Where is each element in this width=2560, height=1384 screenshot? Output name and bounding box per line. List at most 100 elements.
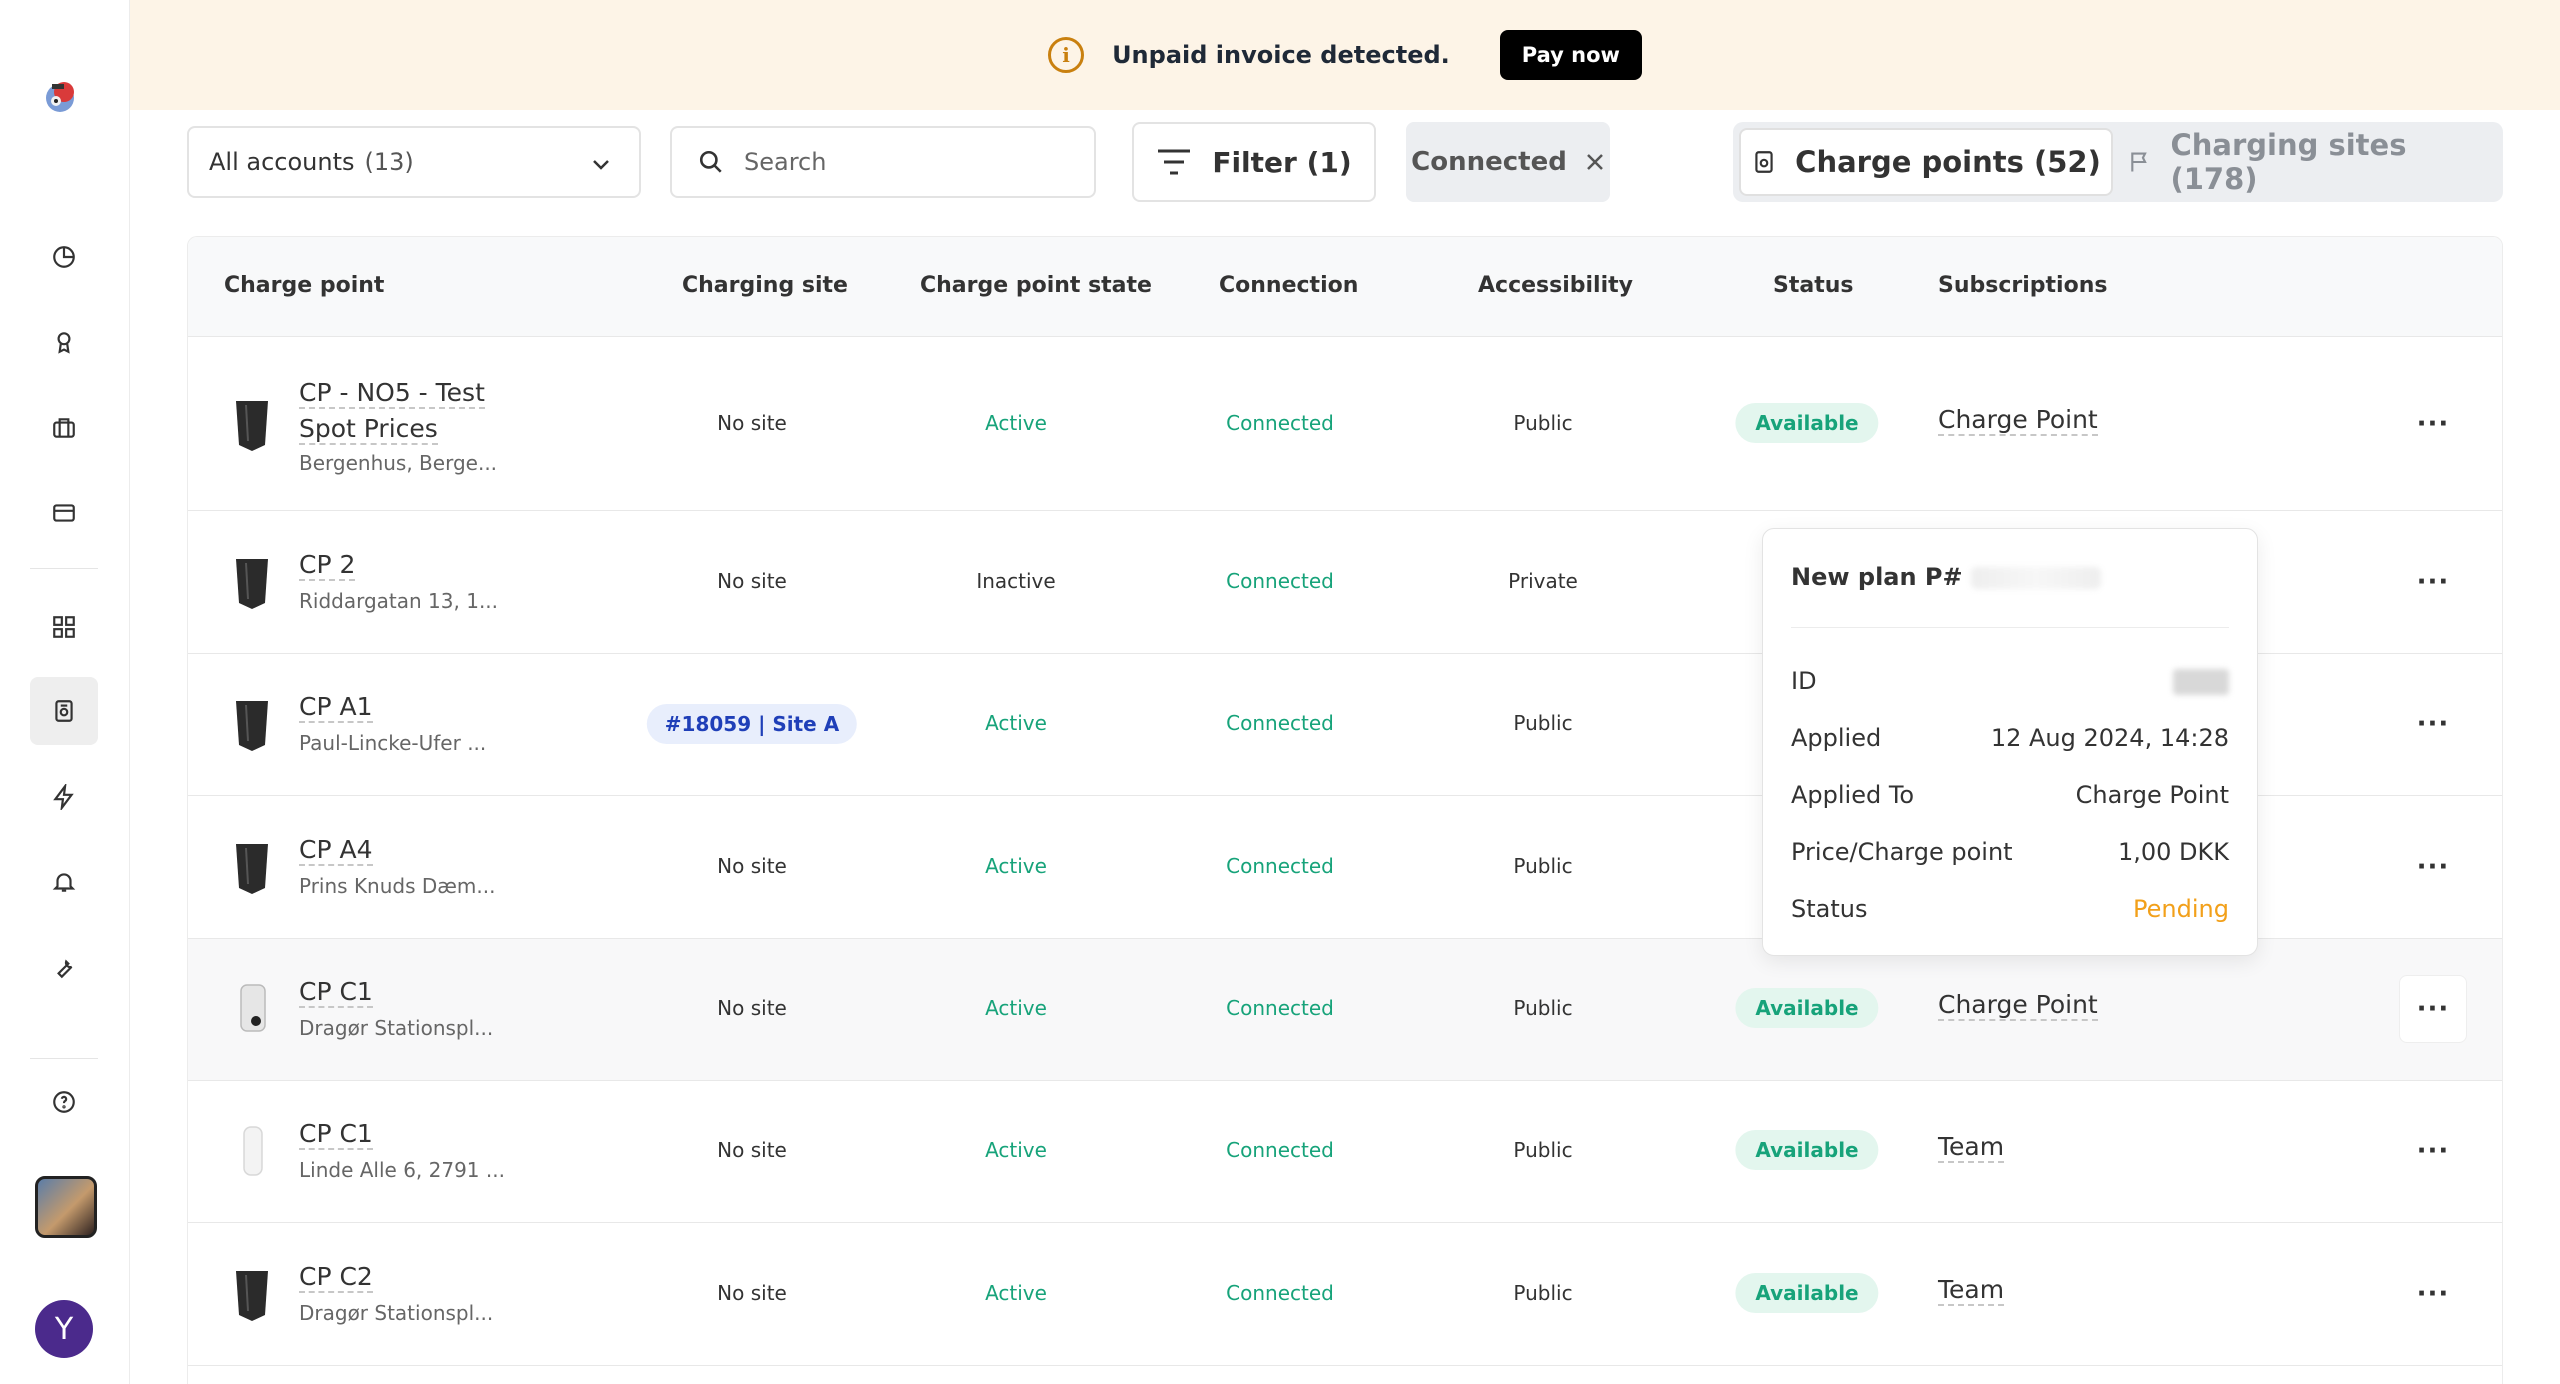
charge-point-state: Active [985,854,1047,878]
more-icon[interactable]: ··· [2399,975,2467,1043]
nav-help[interactable] [30,1068,98,1136]
charging-site: No site [717,1281,787,1305]
connection-status: Connected [1226,1138,1334,1162]
subscription-link[interactable]: Team [1938,1132,2005,1163]
charge-point-name[interactable]: CP - NO5 - Test Spot Prices [299,378,485,445]
redacted-id-value [2173,669,2229,695]
subscription-link[interactable]: Team [1938,1275,2005,1306]
header-subscriptions[interactable]: Subscriptions [1938,273,2108,298]
charger-dark-icon [236,844,268,894]
header-connection[interactable]: Connection [1219,273,1359,298]
table-row[interactable]: CP C2 Dragør Stationspl... No site Activ… [188,1223,2502,1366]
active-filter-chip[interactable]: Connected [1406,122,1610,202]
accounts-select-label: All accounts [209,148,355,176]
header-state[interactable]: Charge point state [920,273,1152,298]
charger-white-icon [243,1126,263,1176]
table-row[interactable]: CP - NO5 - Test Spot Prices Bergenhus, Be… [188,337,2502,511]
charge-point-name[interactable]: CP A1 [299,692,373,723]
subscription-link[interactable]: Charge Point [1938,990,2098,1021]
status-badge: Available [1735,988,1879,1028]
bell-icon [52,873,76,892]
charge-point-state: Active [985,711,1047,735]
unpaid-invoice-banner: i Unpaid invoice detected. Pay now [130,0,2560,110]
accessibility: Public [1513,996,1573,1020]
accessibility: Public [1513,854,1573,878]
pay-now-button[interactable]: Pay now [1499,30,1642,80]
charger-dark-icon [236,1271,268,1321]
table-row[interactable]: CP C1 Dragør Stationspl... No site Activ… [188,939,2502,1081]
header-charging-site[interactable]: Charging site [682,273,848,298]
connection-status: Connected [1226,411,1334,435]
charging-site: No site [717,569,787,593]
charge-point-icon [55,700,73,722]
tab-charge-points-label: Charge points (52) [1795,145,2101,179]
chevron-down-icon [593,160,609,170]
filter-icon [1158,149,1191,175]
charger-dark-icon [236,701,268,751]
charger-dark-icon [236,401,268,451]
popover-value: Charge Point [2075,781,2229,809]
more-icon[interactable]: ··· [2416,1279,2450,1309]
nav-rewards[interactable] [30,308,98,376]
user-photo-avatar[interactable] [35,1176,97,1238]
charge-point-name[interactable]: CP C2 [299,1262,373,1293]
connection-status: Connected [1226,1281,1334,1305]
nav-business[interactable] [30,394,98,462]
dashboard-icon [53,246,75,268]
nav-charge-points[interactable] [30,677,98,745]
charge-point-state: Inactive [976,569,1056,593]
help-icon [53,1091,75,1113]
redacted-plan-id [1971,567,2101,589]
more-icon[interactable]: ··· [2416,852,2450,882]
charge-point-name[interactable]: CP A4 [299,835,373,866]
close-icon[interactable] [1585,152,1605,172]
popover-key: Applied To [1791,781,1915,809]
tab-charging-sites[interactable]: Charging sites (178) [2127,128,2497,196]
tab-charge-points[interactable]: Charge points (52) [1739,128,2113,196]
nav-charging[interactable] [30,763,98,831]
more-icon[interactable]: ··· [2416,567,2450,597]
charge-point-name[interactable]: CP C1 [299,1119,373,1150]
table-row[interactable]: CP C1 Linde Alle 6, 2791 ... No site Act… [188,1081,2502,1223]
connection-status: Connected [1226,569,1334,593]
popover-value: 12 Aug 2024, 14:28 [1990,724,2229,752]
connection-status: Connected [1226,854,1334,878]
status-badge: Available [1735,1273,1879,1313]
header-charge-point[interactable]: Charge point [224,273,385,298]
subscription-popover: New plan P# ID Applied 12 Aug 2024, 14:2… [1762,528,2258,956]
logo-icon[interactable] [38,74,82,118]
table-header: Charge point Charging site Charge point … [188,237,2502,337]
charge-point-state: Active [985,996,1047,1020]
nav-dashboard[interactable] [30,223,98,291]
charge-point-address: Prins Knuds Dæm... [299,874,496,898]
popover-key: Applied [1791,724,1882,752]
filter-button[interactable]: Filter (1) [1132,122,1376,202]
header-status[interactable]: Status [1773,273,1854,298]
nav-overview[interactable] [30,593,98,661]
nav-billing[interactable] [30,479,98,547]
charge-point-name[interactable]: CP C1 [299,977,373,1008]
site-chip[interactable]: #18059 | Site A [646,704,858,744]
accessibility: Public [1513,711,1573,735]
nav-tools[interactable] [30,934,98,1002]
tab-charging-sites-label: Charging sites (178) [2170,128,2407,196]
popover-key: Price/Charge point [1791,838,2013,866]
more-icon[interactable]: ··· [2416,709,2450,739]
charge-point-name[interactable]: CP 2 [299,550,356,581]
more-icon[interactable]: ··· [2416,1136,2450,1166]
accessibility: Private [1508,569,1578,593]
briefcase-icon [53,418,75,438]
accounts-count: (13) [364,148,414,176]
subscription-link[interactable]: Charge Point [1938,405,2098,436]
nav-notifications[interactable] [30,848,98,916]
search-input[interactable]: Search [670,126,1096,198]
more-icon[interactable]: ··· [2416,409,2450,439]
user-initial-avatar[interactable]: Y [35,1300,93,1358]
charge-point-address: Bergenhus, Berge... [299,451,498,475]
accessibility: Public [1513,1138,1573,1162]
header-accessibility[interactable]: Accessibility [1478,273,1633,298]
accounts-select[interactable]: All accounts (13) [187,126,641,198]
nav-divider-bottom [30,1058,98,1059]
badge-icon [57,332,71,354]
charge-point-address: Riddargatan 13, 1... [299,589,499,613]
